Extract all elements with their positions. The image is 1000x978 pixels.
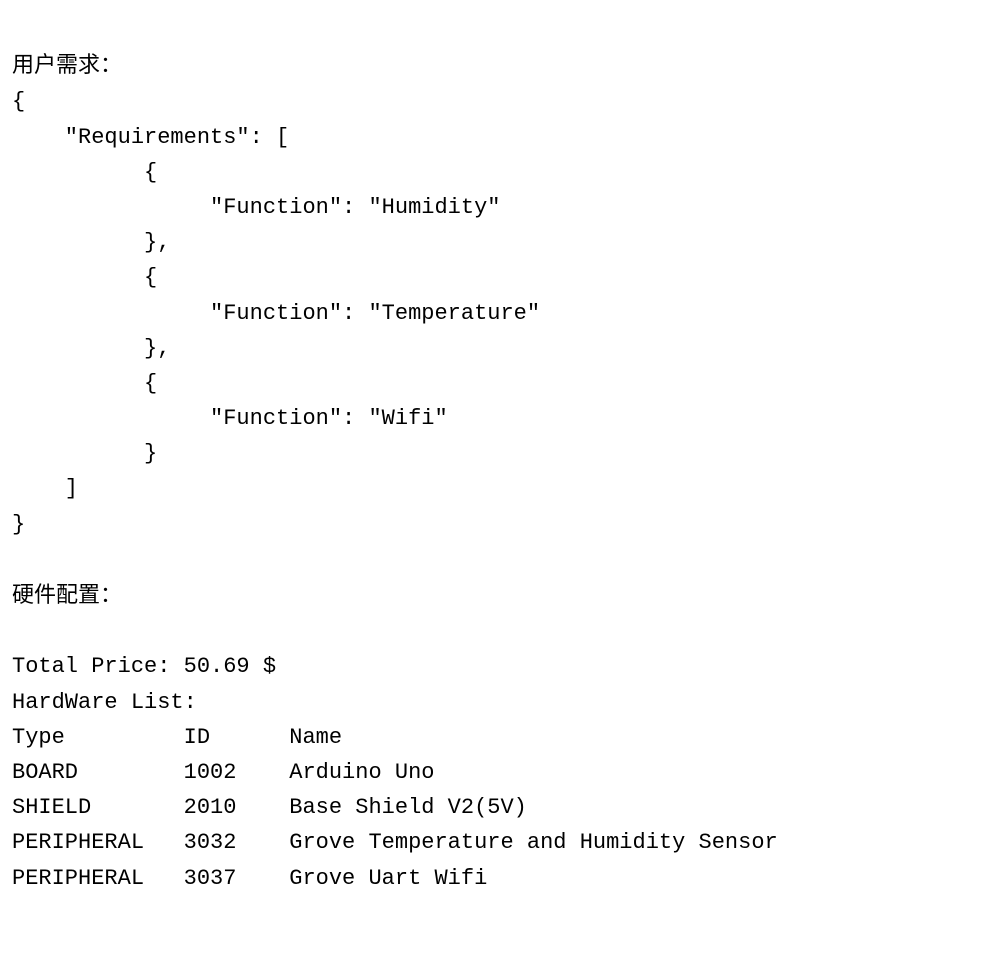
- code-line: ]: [12, 476, 78, 501]
- code-line: },: [12, 230, 170, 255]
- code-line: {: [12, 371, 157, 396]
- table-row: BOARD 1002 Arduino Uno: [12, 760, 434, 785]
- code-line: "Function": "Wifi": [12, 406, 448, 431]
- hardware-config-header: 硬件配置：: [12, 582, 122, 607]
- code-line: "Function": "Humidity": [12, 195, 500, 220]
- total-price-line: Total Price: 50.69 $: [12, 654, 276, 679]
- code-line: {: [12, 89, 25, 114]
- table-header-row: Type ID Name: [12, 725, 342, 750]
- hardware-list-header: HardWare List:: [12, 690, 197, 715]
- code-line: {: [12, 160, 157, 185]
- code-line: }: [12, 512, 25, 537]
- code-line: },: [12, 336, 170, 361]
- code-line: "Requirements": [: [12, 125, 289, 150]
- code-line: "Function": "Temperature": [12, 301, 540, 326]
- code-line: }: [12, 441, 157, 466]
- user-requirements-header: 用户需求：: [12, 52, 122, 77]
- table-row: PERIPHERAL 3032 Grove Temperature and Hu…: [12, 830, 778, 855]
- code-line: {: [12, 265, 157, 290]
- table-row: SHIELD 2010 Base Shield V2(5V): [12, 795, 527, 820]
- table-row: PERIPHERAL 3037 Grove Uart Wifi: [12, 866, 487, 891]
